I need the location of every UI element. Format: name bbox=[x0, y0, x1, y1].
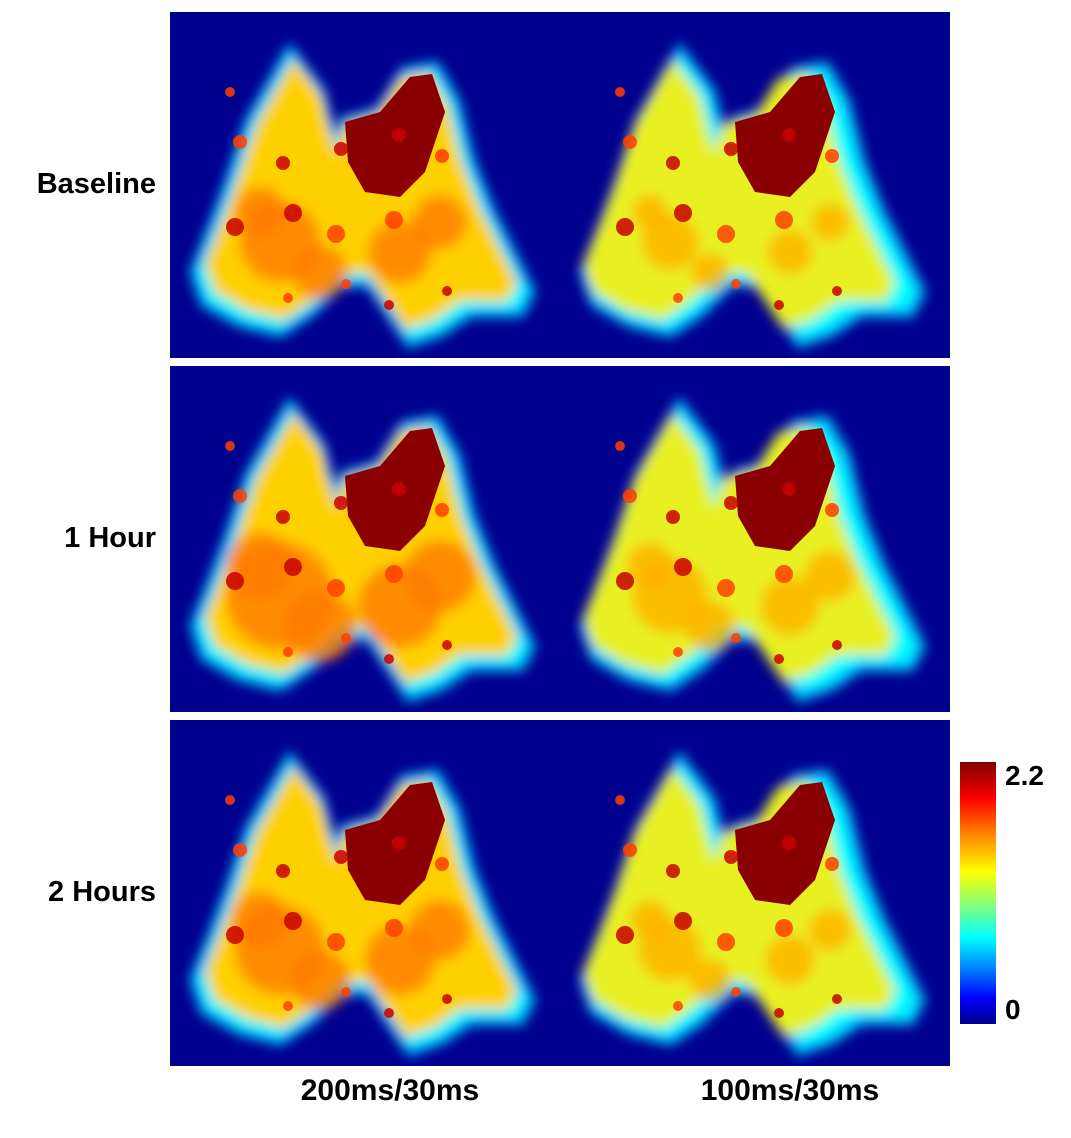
colorbar-min-label: 0 bbox=[1005, 994, 1021, 1025]
panel-baseline bbox=[170, 12, 950, 358]
heatmap-2-hours bbox=[189, 750, 926, 1056]
row-label-2-hours: 2 Hours bbox=[48, 876, 156, 908]
heatmap-1-hour bbox=[189, 396, 926, 702]
panel-1-hour bbox=[170, 366, 950, 712]
colorbar-max-label: 2.2 bbox=[1005, 760, 1044, 791]
row-label-1-hour: 1 Hour bbox=[64, 522, 156, 554]
column-label-200ms: 200ms/30ms bbox=[300, 1074, 480, 1107]
row-label-baseline: Baseline bbox=[36, 168, 156, 200]
panel-2-hours bbox=[170, 720, 950, 1066]
heatmap-baseline bbox=[189, 42, 926, 348]
column-label-100ms: 100ms/30ms bbox=[700, 1074, 880, 1107]
colorbar bbox=[960, 762, 996, 1024]
